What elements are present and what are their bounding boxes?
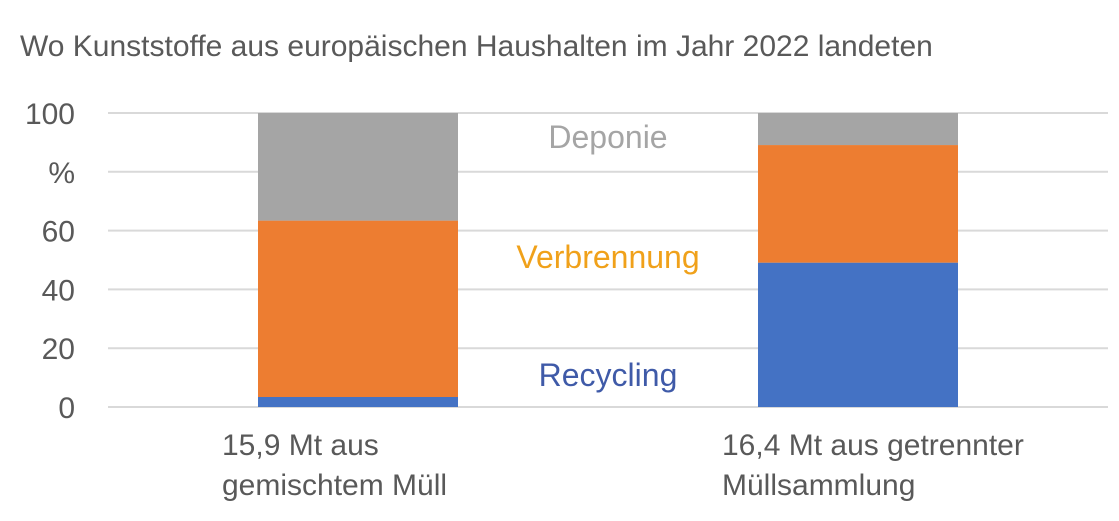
series-label-verbrennung: Verbrennung xyxy=(516,239,699,275)
y-tick-label: 40 xyxy=(42,274,75,307)
y-tick-label: % xyxy=(48,157,75,190)
category-label: 15,9 Mt aus xyxy=(222,429,379,462)
category-label: gemischtem Müll xyxy=(222,469,447,502)
category-label: 16,4 Mt aus getrennter xyxy=(722,429,1024,462)
bar-segment-verbrennung xyxy=(258,220,458,398)
bar-segment-deponie xyxy=(758,113,958,146)
category-label: Müllsammlung xyxy=(722,469,915,502)
chart-title: Wo Kunststoffe aus europäischen Haushalt… xyxy=(20,30,933,63)
series-label-recycling: Recycling xyxy=(539,357,678,393)
series-label-deponie: Deponie xyxy=(548,119,667,155)
bar-segment-recycling xyxy=(758,262,958,407)
y-tick-label: 60 xyxy=(42,216,75,249)
y-tick-label: 20 xyxy=(42,333,75,366)
y-tick-label: 0 xyxy=(58,392,75,425)
y-tick-label: 100 xyxy=(25,98,75,131)
bar-segment-recycling xyxy=(258,397,458,407)
bar-segment-deponie xyxy=(258,113,458,221)
bar-segment-verbrennung xyxy=(758,145,958,263)
